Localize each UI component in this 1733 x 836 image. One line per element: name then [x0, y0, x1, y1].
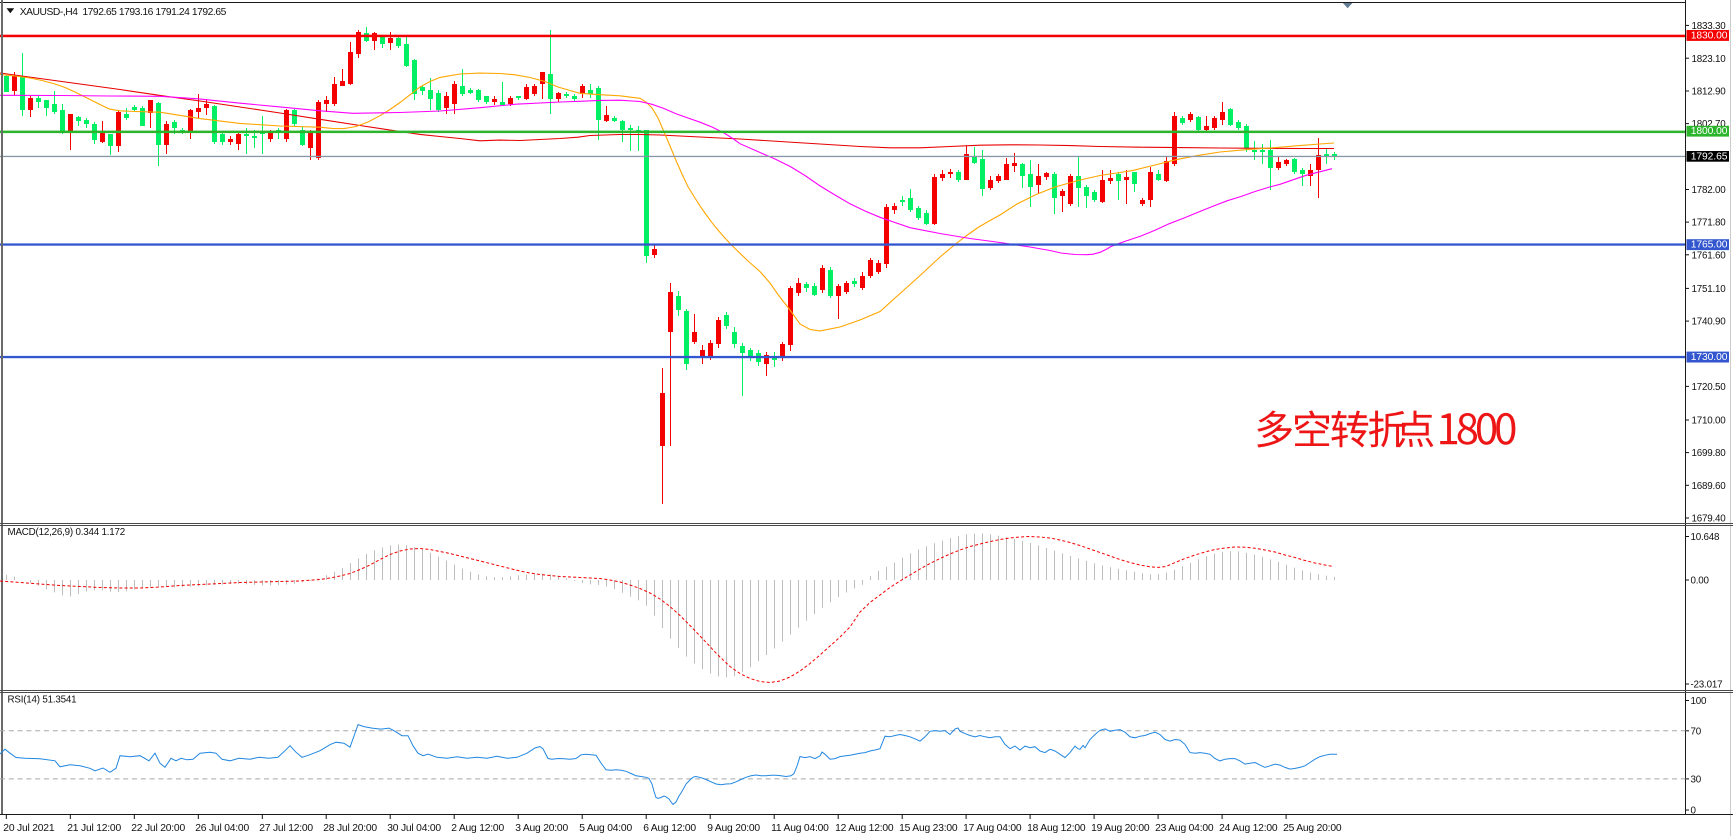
svg-text:1761.60: 1761.60	[1692, 250, 1727, 261]
svg-text:100: 100	[1691, 696, 1707, 707]
svg-text:28 Jul 20:00: 28 Jul 20:00	[323, 823, 377, 834]
svg-text:0.00: 0.00	[1691, 576, 1710, 587]
svg-text:5 Aug 04:00: 5 Aug 04:00	[579, 823, 632, 834]
svg-text:10.648: 10.648	[1691, 532, 1721, 543]
svg-text:MACD(12,26,9) 0.344 1.172: MACD(12,26,9) 0.344 1.172	[8, 527, 126, 538]
svg-text:21 Jul 12:00: 21 Jul 12:00	[67, 823, 121, 834]
svg-text:27 Jul 12:00: 27 Jul 12:00	[259, 823, 313, 834]
svg-text:1782.00: 1782.00	[1692, 185, 1727, 196]
svg-text:1802.70: 1802.70	[1692, 119, 1727, 130]
svg-text:1823.10: 1823.10	[1692, 54, 1727, 65]
svg-text:1765.00: 1765.00	[1691, 240, 1728, 251]
svg-text:1699.80: 1699.80	[1692, 448, 1727, 459]
svg-text:1833.30: 1833.30	[1692, 21, 1727, 32]
svg-text:1710.00: 1710.00	[1692, 416, 1727, 427]
svg-text:2 Aug 12:00: 2 Aug 12:00	[451, 823, 504, 834]
svg-text:11 Aug 04:00: 11 Aug 04:00	[771, 823, 829, 834]
svg-text:1812.90: 1812.90	[1692, 87, 1727, 98]
svg-text:18 Aug 12:00: 18 Aug 12:00	[1027, 823, 1086, 834]
svg-text:6 Aug 12:00: 6 Aug 12:00	[643, 823, 696, 834]
svg-text:1730.00: 1730.00	[1691, 352, 1728, 363]
svg-text:23 Aug 04:00: 23 Aug 04:00	[1155, 823, 1214, 834]
svg-text:17 Aug 04:00: 17 Aug 04:00	[963, 823, 1022, 834]
svg-text:1792.65: 1792.65	[1691, 151, 1728, 162]
svg-text:15 Aug 23:00: 15 Aug 23:00	[899, 823, 958, 834]
svg-text:1771.80: 1771.80	[1692, 218, 1727, 229]
svg-text:9 Aug 20:00: 9 Aug 20:00	[707, 823, 760, 834]
svg-text:1830.00: 1830.00	[1691, 31, 1728, 42]
svg-text:1800.00: 1800.00	[1691, 126, 1728, 137]
svg-text:12 Aug 12:00: 12 Aug 12:00	[835, 823, 894, 834]
svg-text:22 Jul 20:00: 22 Jul 20:00	[131, 823, 185, 834]
svg-text:1751.10: 1751.10	[1692, 284, 1727, 295]
svg-text:1679.40: 1679.40	[1692, 514, 1727, 525]
svg-text:24 Aug 12:00: 24 Aug 12:00	[1219, 823, 1278, 834]
svg-text:19 Aug 20:00: 19 Aug 20:00	[1091, 823, 1150, 834]
svg-text:-23.017: -23.017	[1691, 680, 1723, 691]
svg-text:26 Jul 04:00: 26 Jul 04:00	[195, 823, 249, 834]
svg-text:30 Jul 04:00: 30 Jul 04:00	[387, 823, 441, 834]
svg-text:25 Aug 20:00: 25 Aug 20:00	[1283, 823, 1342, 834]
svg-text:1740.90: 1740.90	[1692, 317, 1727, 328]
svg-text:RSI(14) 51.3541: RSI(14) 51.3541	[8, 695, 77, 706]
svg-text:20 Jul 2021: 20 Jul 2021	[3, 823, 55, 834]
svg-text:3 Aug 20:00: 3 Aug 20:00	[515, 823, 568, 834]
svg-text:XAUUSD-,H4 1792.65 1793.16 17: XAUUSD-,H4 1792.65 1793.16 1791.24 1792.…	[20, 7, 227, 18]
svg-text:70: 70	[1691, 726, 1702, 737]
svg-text:1689.60: 1689.60	[1692, 481, 1727, 492]
svg-text:0: 0	[1691, 806, 1697, 817]
svg-text:30: 30	[1691, 775, 1702, 786]
svg-text:1720.50: 1720.50	[1692, 382, 1727, 393]
